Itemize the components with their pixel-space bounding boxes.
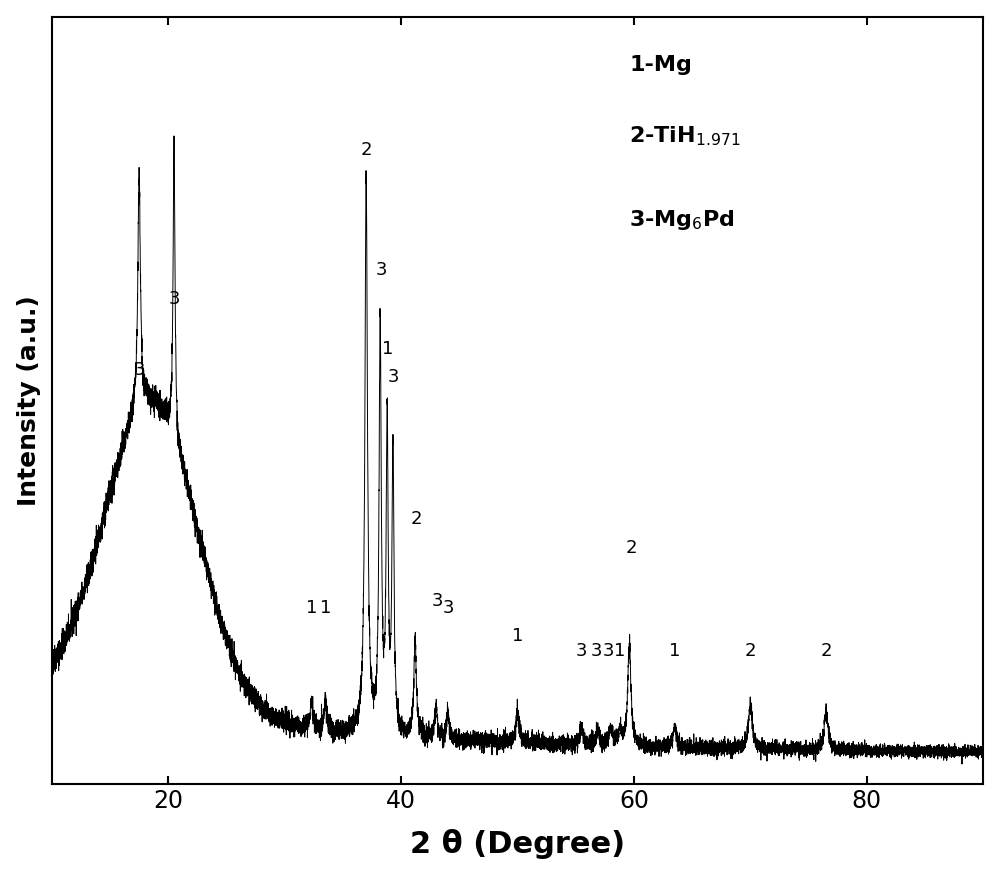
Text: 1: 1 <box>669 641 680 660</box>
Text: 3: 3 <box>388 368 399 386</box>
Text: 2: 2 <box>360 141 372 159</box>
Text: 2: 2 <box>820 641 832 660</box>
Text: 3: 3 <box>603 641 614 660</box>
Text: 3: 3 <box>376 261 387 279</box>
Text: 1: 1 <box>382 340 393 357</box>
Text: 2: 2 <box>410 510 422 528</box>
Text: 2: 2 <box>626 539 637 556</box>
Text: 3: 3 <box>591 641 602 660</box>
Text: 3: 3 <box>168 290 180 307</box>
Text: 1: 1 <box>320 599 331 617</box>
Text: 3-Mg$_{6}$Pd: 3-Mg$_{6}$Pd <box>629 208 735 232</box>
Text: 2-TiH$_{1.971}$: 2-TiH$_{1.971}$ <box>629 124 741 148</box>
X-axis label: 2 θ (Degree): 2 θ (Degree) <box>410 830 625 859</box>
Y-axis label: Intensity (a.u.): Intensity (a.u.) <box>17 295 41 505</box>
Text: 1: 1 <box>512 627 523 646</box>
Text: 1: 1 <box>614 641 626 660</box>
Text: 2: 2 <box>745 641 756 660</box>
Text: 3: 3 <box>443 599 455 617</box>
Text: 1-Mg: 1-Mg <box>629 55 692 75</box>
Text: 3: 3 <box>576 641 587 660</box>
Text: 3: 3 <box>133 361 145 379</box>
Text: 1: 1 <box>306 599 317 617</box>
Text: 3: 3 <box>431 592 443 610</box>
